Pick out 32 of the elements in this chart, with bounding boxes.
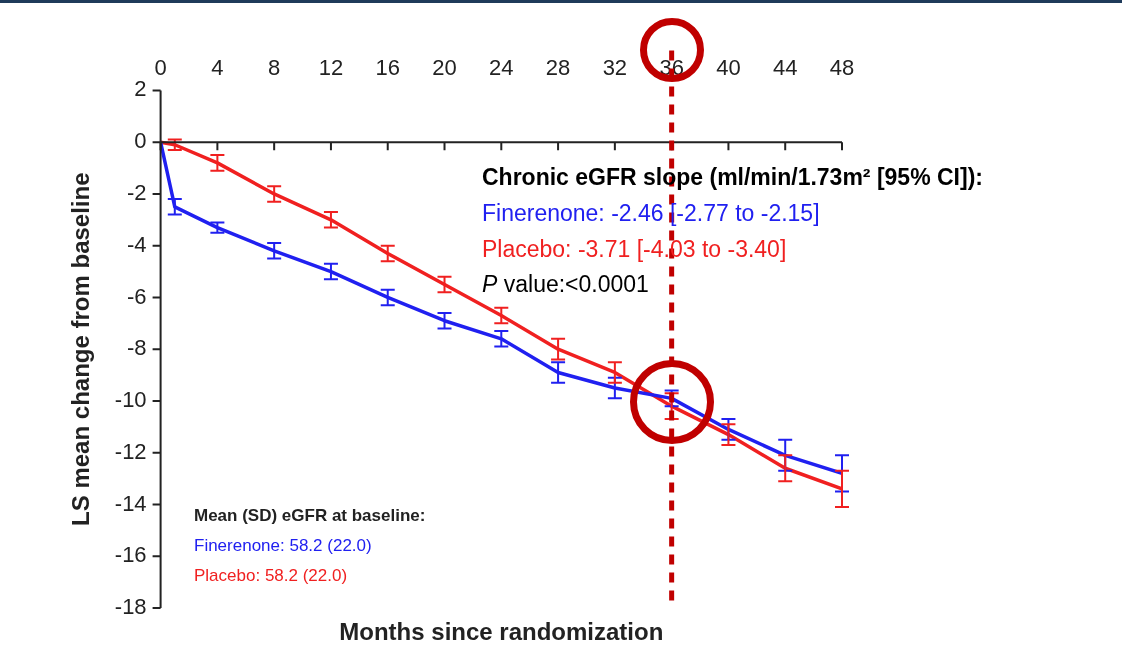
x-tick-label: 20 xyxy=(432,55,457,81)
x-tick-label: 28 xyxy=(545,55,571,81)
y-tick-label: -18 xyxy=(114,594,147,620)
y-tick-label: 0 xyxy=(134,128,147,154)
y-tick-label: -8 xyxy=(127,335,147,361)
x-tick-label: 40 xyxy=(716,55,741,81)
x-tick-label: 32 xyxy=(602,55,628,81)
x-axis-title: Months since randomization xyxy=(339,618,664,646)
y-tick-label: -6 xyxy=(127,283,147,309)
y-tick-label: -12 xyxy=(114,438,147,464)
annotation: Mean (SD) eGFR at baseline: xyxy=(194,506,426,526)
y-tick-label: -4 xyxy=(127,231,147,257)
y-tick-label: 2 xyxy=(134,76,147,102)
annotation: Chronic eGFR slope (ml/min/1.73m² [95% CI]): xyxy=(482,164,983,191)
x-tick-label: 48 xyxy=(829,55,855,81)
x-tick-label: 16 xyxy=(375,55,400,81)
text: Finerenone: 58.2 (22.0) xyxy=(194,536,372,555)
x-tick-label: 8 xyxy=(268,55,281,81)
x-tick-label: 12 xyxy=(318,55,344,81)
x-tick-label: 4 xyxy=(211,55,224,81)
y-tick-label: -10 xyxy=(114,387,147,413)
y-tick-label: -2 xyxy=(127,179,147,205)
x-tick-label: 24 xyxy=(489,55,514,81)
x-tick-label: 44 xyxy=(772,55,798,81)
x-tick-label: 0 xyxy=(154,55,167,81)
y-axis-title: LS mean change from baseline xyxy=(67,172,95,526)
text: Placebo: 58.2 (22.0) xyxy=(194,566,348,585)
text: Placebo: -3.71 [-4.03 to -3.40] xyxy=(482,236,787,262)
annotation: P value:<0.0001 xyxy=(482,271,649,298)
y-tick-label: -16 xyxy=(114,542,147,568)
y-tick-label: -14 xyxy=(114,490,147,516)
text: Finerenone: -2.46 [-2.77 to -2.15] xyxy=(482,200,820,226)
